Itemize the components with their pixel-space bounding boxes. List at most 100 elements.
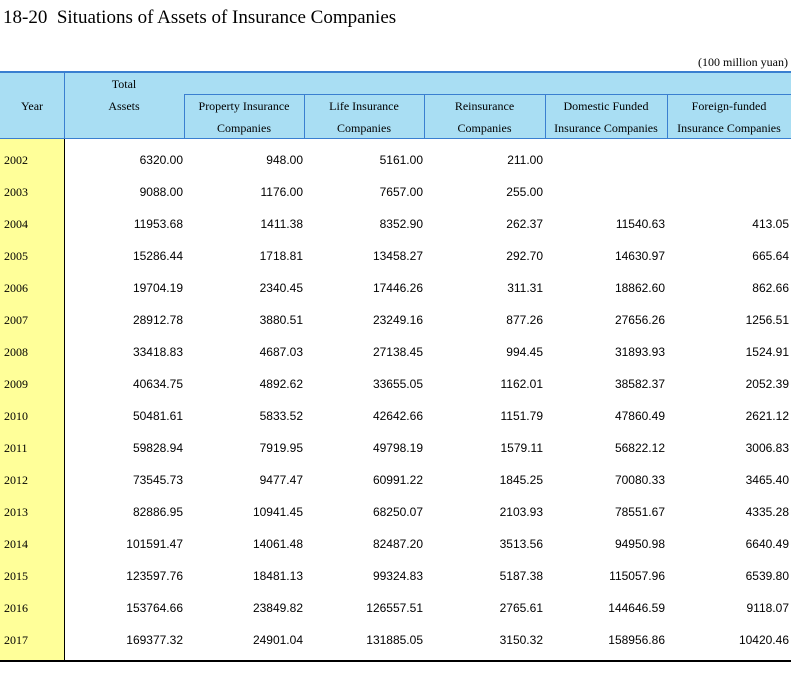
header-domestic-line1: Domestic Funded	[563, 99, 649, 113]
cell-reinsurance: 311.31	[507, 281, 543, 295]
cell-year: 2005	[4, 249, 28, 263]
cell-reinsurance: 2765.61	[499, 601, 543, 615]
cell-property: 4687.03	[259, 345, 303, 359]
cell-property: 3880.51	[259, 313, 303, 327]
cell-property: 9477.47	[259, 473, 303, 487]
cell-domestic: 56822.12	[614, 441, 665, 455]
table-row: 2012 73545.73 9477.47 60991.22 1845.25 7…	[0, 464, 791, 496]
header-reinsurance-line2: Companies	[457, 121, 512, 135]
cell-life: 5161.00	[379, 153, 423, 167]
cell-total: 50481.61	[132, 409, 183, 423]
table-row: 2013 82886.95 10941.45 68250.07 2103.93 …	[0, 496, 791, 528]
cell-property: 4892.62	[259, 377, 303, 391]
cell-year: 2014	[4, 537, 28, 551]
cell-life: 131885.05	[366, 633, 423, 647]
cell-total: 19704.19	[132, 281, 183, 295]
header-divider	[545, 95, 546, 139]
header-reinsurance-line1: Reinsurance	[454, 99, 515, 113]
cell-total: 153764.66	[126, 601, 183, 615]
cell-year: 2010	[4, 409, 28, 423]
cell-life: 68250.07	[372, 505, 423, 519]
cell-foreign: 665.64	[752, 249, 789, 263]
cell-total: 33418.83	[132, 345, 183, 359]
header-divider	[64, 73, 65, 139]
cell-total: 73545.73	[132, 473, 183, 487]
cell-domestic: 115057.96	[609, 569, 665, 583]
cell-reinsurance: 877.26	[506, 313, 543, 327]
cell-life: 126557.51	[366, 601, 423, 615]
cell-reinsurance: 292.70	[506, 249, 543, 263]
cell-foreign: 413.05	[752, 217, 789, 231]
cell-property: 948.00	[266, 153, 303, 167]
cell-foreign: 4335.28	[745, 505, 789, 519]
cell-reinsurance: 2103.93	[499, 505, 543, 519]
cell-reinsurance: 262.37	[506, 217, 543, 231]
table-row: 2002 6320.00 948.00 5161.00 211.00	[0, 144, 791, 176]
cell-year: 2007	[4, 313, 28, 327]
cell-total: 59828.94	[132, 441, 183, 455]
cell-domestic: 70080.33	[614, 473, 665, 487]
table-row: 2017 169377.32 24901.04 131885.05 3150.3…	[0, 624, 791, 656]
cell-year: 2016	[4, 601, 28, 615]
cell-life: 17446.26	[372, 281, 423, 295]
cell-reinsurance: 994.45	[506, 345, 543, 359]
header-bottom-rule	[0, 138, 791, 139]
cell-property: 5833.52	[259, 409, 303, 423]
cell-foreign: 6539.80	[745, 569, 789, 583]
cell-total: 169377.32	[126, 633, 183, 647]
cell-life: 23249.16	[372, 313, 423, 327]
cell-domestic: 31893.93	[614, 345, 665, 359]
header-total-line2: Assets	[108, 99, 140, 113]
cell-year: 2003	[4, 185, 28, 199]
cell-foreign: 862.66	[752, 281, 789, 295]
header-divider	[184, 95, 185, 139]
cell-domestic: 47860.49	[614, 409, 665, 423]
cell-reinsurance: 5187.38	[499, 569, 543, 583]
header-life-line1: Life Insurance	[329, 99, 399, 113]
cell-life: 8352.90	[379, 217, 423, 231]
cell-domestic: 78551.67	[614, 505, 665, 519]
header-property-line2: Companies	[217, 121, 271, 135]
cell-total: 6320.00	[139, 153, 183, 167]
cell-total: 82886.95	[132, 505, 183, 519]
header-domestic-line2: Insurance Companies	[554, 121, 658, 135]
cell-domestic: 18862.60	[614, 281, 665, 295]
cell-property: 1411.38	[260, 217, 304, 231]
cell-property: 23849.82	[252, 601, 303, 615]
header-sub-rule	[184, 94, 791, 95]
table-row: 2008 33418.83 4687.03 27138.45 994.45 31…	[0, 336, 791, 368]
unit-note: (100 million yuan)	[698, 55, 788, 69]
cell-domestic: 14630.97	[614, 249, 665, 263]
cell-total: 28912.78	[132, 313, 183, 327]
header-life-line2: Companies	[337, 121, 391, 135]
cell-year: 2008	[4, 345, 28, 359]
cell-life: 27138.45	[372, 345, 423, 359]
cell-year: 2015	[4, 569, 28, 583]
cell-year: 2004	[4, 217, 28, 231]
cell-life: 49798.19	[372, 441, 423, 455]
cell-property: 10941.45	[252, 505, 303, 519]
cell-year: 2012	[4, 473, 28, 487]
cell-year: 2006	[4, 281, 28, 295]
header-divider	[424, 95, 425, 139]
cell-reinsurance: 211.00	[507, 153, 543, 167]
cell-reinsurance: 255.00	[506, 185, 543, 199]
cell-year: 2011	[4, 441, 28, 455]
table-header	[0, 73, 791, 139]
header-total-line1: Total	[111, 77, 137, 91]
cell-life: 33655.05	[372, 377, 423, 391]
table-row: 2006 19704.19 2340.45 17446.26 311.31 18…	[0, 272, 791, 304]
table-row: 2004 11953.68 1411.38 8352.90 262.37 115…	[0, 208, 791, 240]
cell-total: 101591.47	[126, 537, 183, 551]
cell-year: 2017	[4, 633, 28, 647]
cell-reinsurance: 1579.11	[500, 441, 544, 455]
table-row: 2009 40634.75 4892.62 33655.05 1162.01 3…	[0, 368, 791, 400]
cell-total: 15286.44	[132, 249, 183, 263]
cell-property: 1176.00	[260, 185, 304, 199]
cell-life: 82487.20	[372, 537, 423, 551]
cell-property: 2340.45	[259, 281, 303, 295]
cell-life: 60991.22	[372, 473, 423, 487]
table-row: 2007 28912.78 3880.51 23249.16 877.26 27…	[0, 304, 791, 336]
cell-foreign: 3465.40	[745, 473, 789, 487]
cell-reinsurance: 3150.32	[499, 633, 543, 647]
